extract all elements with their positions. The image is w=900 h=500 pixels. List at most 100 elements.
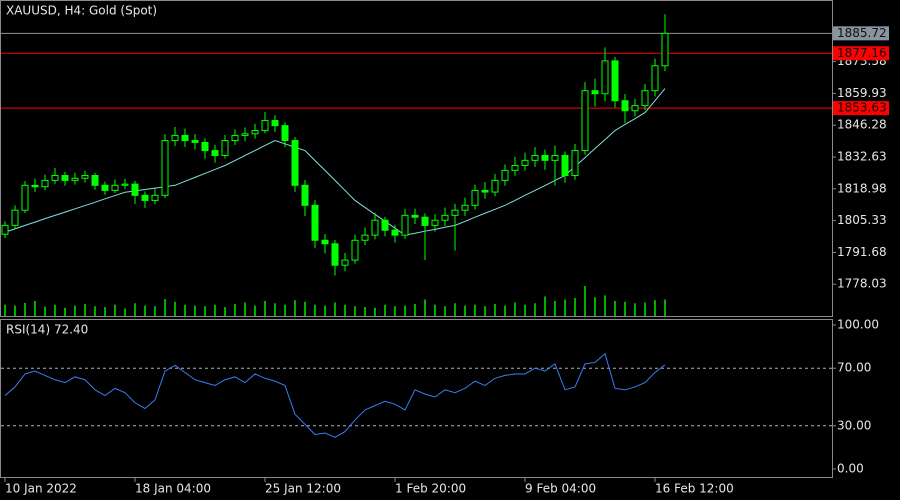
volume-bar <box>394 306 396 316</box>
candle-body <box>591 90 599 95</box>
candle-body <box>351 239 359 261</box>
candle-body <box>221 140 229 156</box>
candle-body <box>571 150 579 177</box>
volume-bar <box>584 286 586 316</box>
volume-bar <box>34 301 36 316</box>
price-tag-label: 1877.16 <box>837 46 887 60</box>
rsi-title: RSI(14) 72.40 <box>6 323 88 337</box>
volume-bar <box>534 303 536 316</box>
x-tick-label: 18 Jan 04:00 <box>135 482 211 496</box>
candle-body <box>551 154 559 161</box>
volume-bar <box>524 304 526 316</box>
candle-body <box>111 184 119 191</box>
candle-body <box>131 183 139 196</box>
volume-bar <box>14 305 16 316</box>
volume-bar <box>604 295 606 316</box>
volume-bar <box>564 299 566 316</box>
volume-bar <box>284 304 286 316</box>
volume-bar <box>554 301 556 316</box>
candle-body <box>651 65 659 92</box>
candle-body <box>381 219 389 231</box>
y-tick-label: 1791.68 <box>837 245 887 259</box>
candle-body <box>251 130 259 135</box>
candle-body <box>61 175 69 181</box>
volume-bar <box>434 304 436 316</box>
volume-bar <box>274 303 276 316</box>
price-tag <box>833 46 889 61</box>
candle-body <box>241 133 249 136</box>
volume-bar <box>114 304 116 316</box>
candle-body <box>611 60 619 102</box>
volume-bar <box>94 306 96 316</box>
candle-body <box>71 177 79 181</box>
candle-body <box>191 140 199 143</box>
candle-body <box>341 259 349 266</box>
volume-bar <box>134 303 136 316</box>
price-tag-label: 1853.63 <box>837 101 887 115</box>
candle-body <box>181 134 189 142</box>
volume-bar <box>544 296 546 316</box>
volume-bar <box>424 299 426 316</box>
candle-body <box>521 159 529 166</box>
volume-bar <box>174 301 176 316</box>
candle-body <box>311 204 319 241</box>
candle-body <box>371 219 379 236</box>
chart-title: XAUUSD, H4: Gold (Spot) <box>6 4 157 18</box>
candle-body <box>1 224 9 235</box>
volume-bar <box>364 307 366 316</box>
price-tag <box>833 101 889 116</box>
volume-bar <box>464 305 466 316</box>
x-tick-label: 16 Feb 12:00 <box>655 482 734 496</box>
candle-body <box>531 154 539 161</box>
volume-bar <box>614 301 616 316</box>
volume-bar <box>664 299 666 316</box>
volume-bar <box>334 302 336 316</box>
rsi-tick-label: 30.00 <box>837 418 871 432</box>
candle-body <box>211 150 219 156</box>
candle-body <box>201 141 209 152</box>
volume-bar <box>494 304 496 316</box>
candle-body <box>41 179 49 188</box>
candle-body <box>561 154 569 177</box>
volume-bar <box>234 304 236 316</box>
volume-bar <box>294 300 296 316</box>
price-tag <box>833 26 889 41</box>
volume-bar <box>64 307 66 316</box>
candle-body <box>101 184 109 191</box>
volume-bar <box>124 308 126 316</box>
volume-bar <box>204 306 206 316</box>
rsi-tick-label: 100.00 <box>837 318 879 332</box>
volume-bar <box>214 304 216 316</box>
volume-bar <box>454 303 456 316</box>
volume-bar <box>624 301 626 316</box>
volume-bar <box>224 307 226 316</box>
candle-body <box>161 140 169 196</box>
volume-bar <box>374 307 376 316</box>
volume-bar <box>594 297 596 316</box>
candle-body <box>331 243 339 266</box>
volume-bar <box>4 304 6 316</box>
price-panel <box>0 0 833 317</box>
y-tick-label: 1859.93 <box>837 86 887 100</box>
candle-body <box>461 204 469 211</box>
volume-bar <box>474 304 476 316</box>
volume-bar <box>634 303 636 316</box>
rsi-tick-label: 0.00 <box>837 462 864 476</box>
volume-bar <box>354 306 356 316</box>
candle-body <box>301 184 309 206</box>
candle-body <box>641 90 649 107</box>
rsi-line <box>4 352 666 438</box>
candle-body <box>291 140 299 186</box>
volume-bar <box>644 302 646 316</box>
price-tag-label: 1885.72 <box>837 26 887 40</box>
volume-bar <box>304 301 306 316</box>
candle-body <box>661 32 669 67</box>
candle-body <box>441 214 449 221</box>
x-tick-label: 25 Jan 12:00 <box>265 482 341 496</box>
candle-body <box>81 175 89 179</box>
candle-body <box>601 60 609 95</box>
candle-body <box>361 234 369 241</box>
